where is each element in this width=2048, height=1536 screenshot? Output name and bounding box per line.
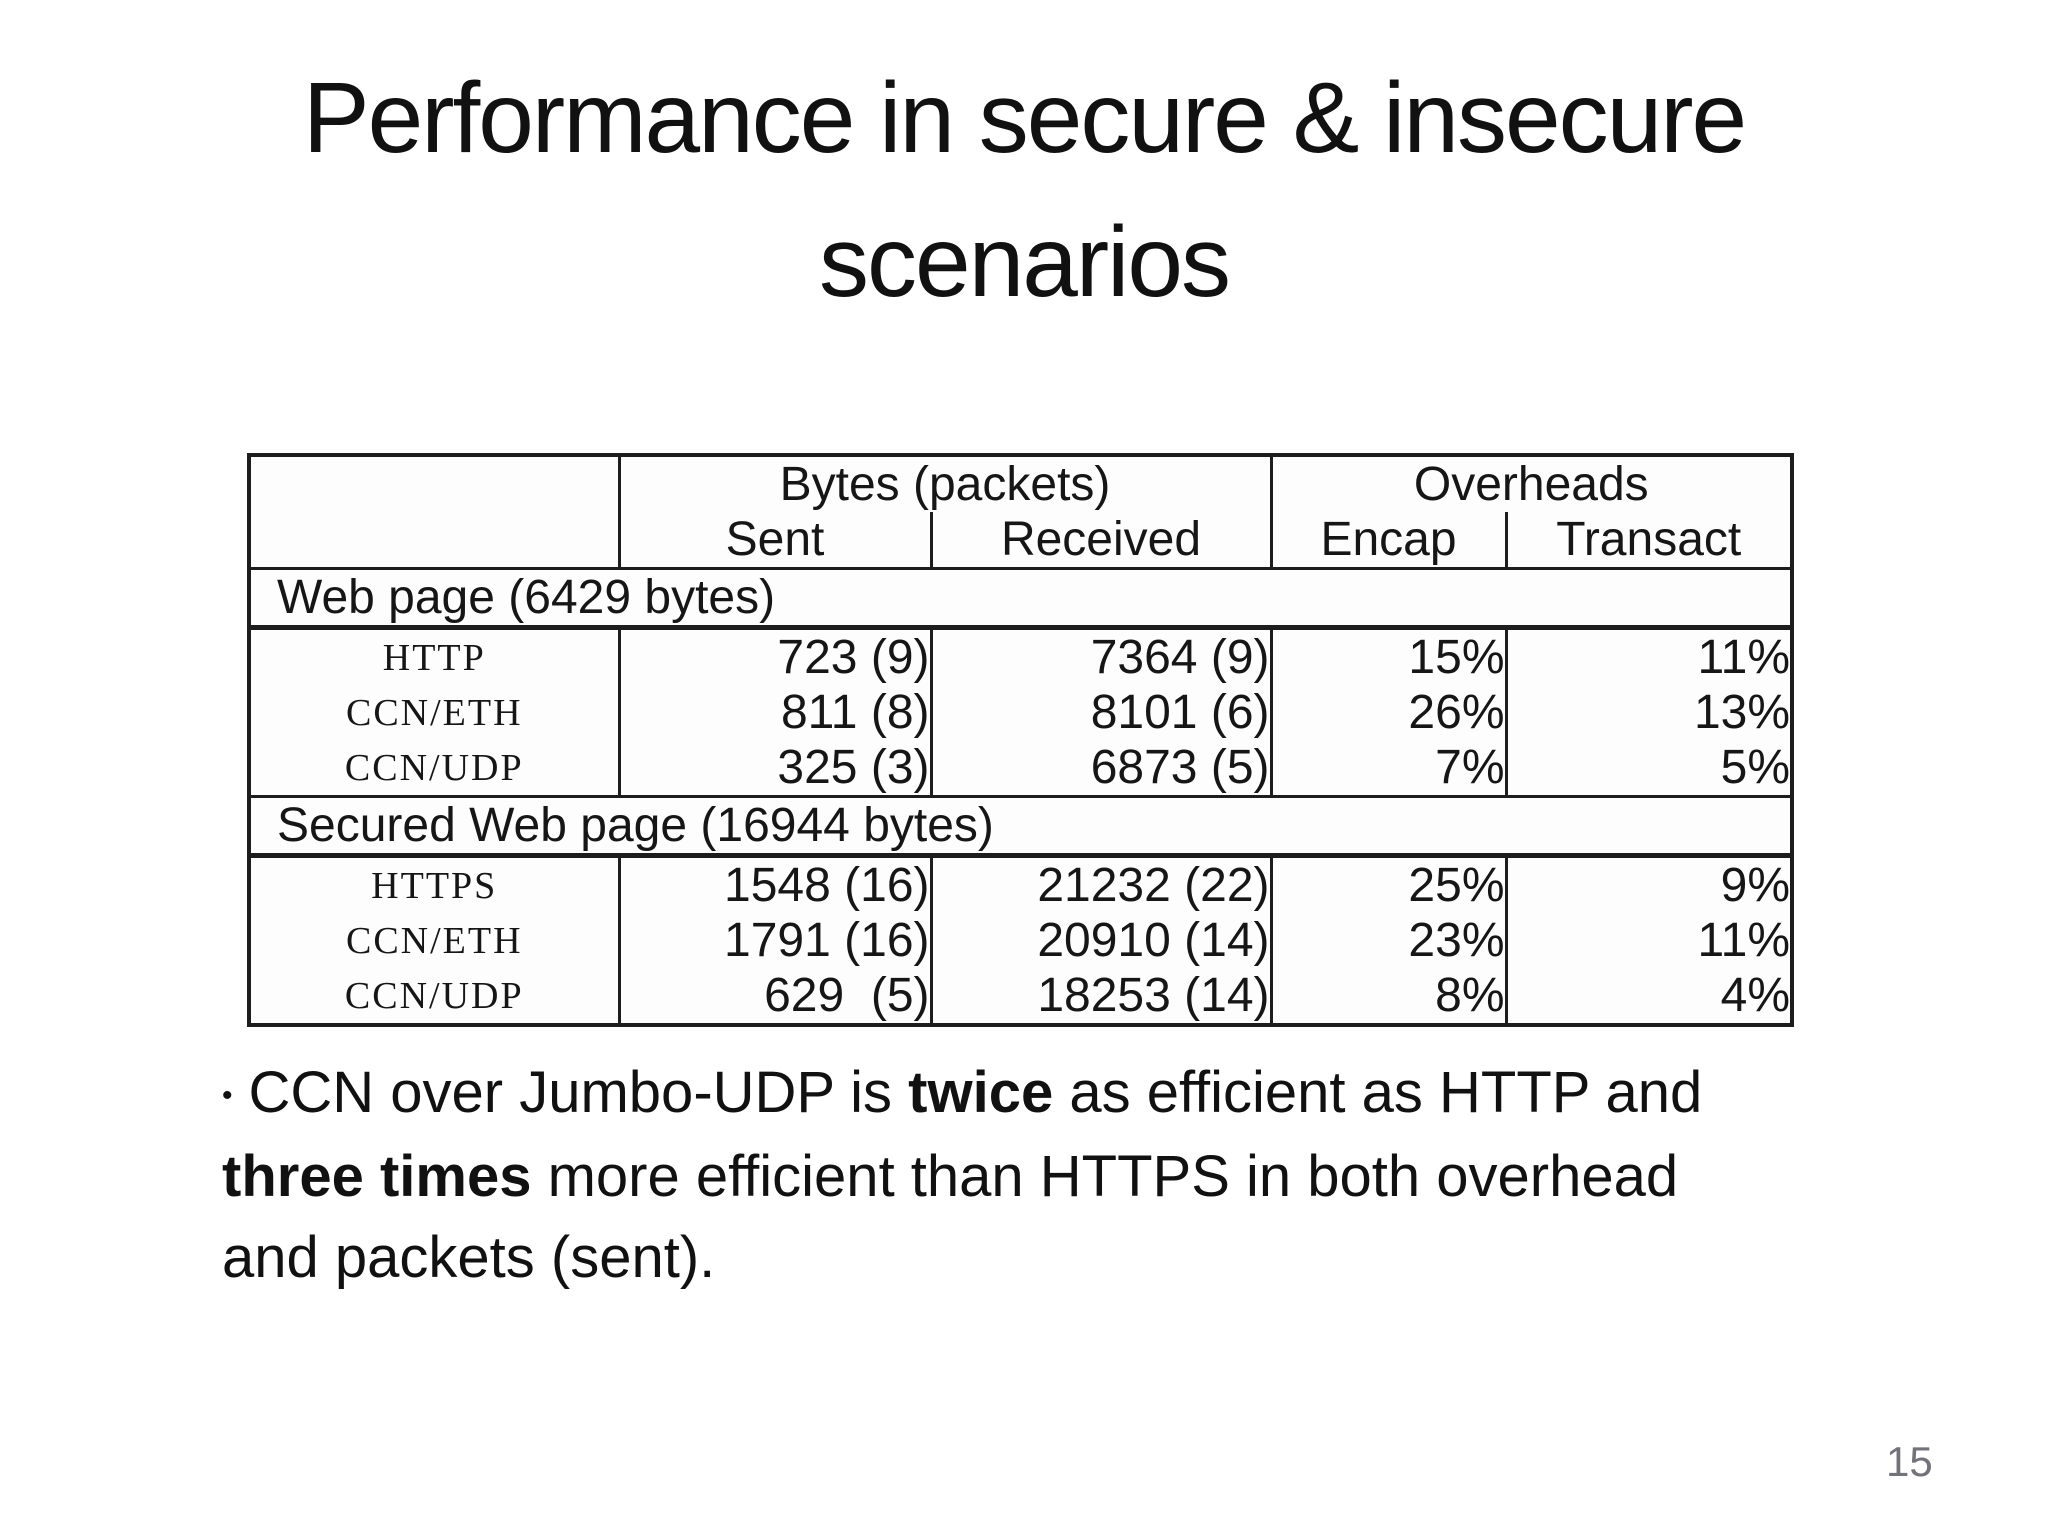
bullet-icon: •	[222, 1079, 233, 1112]
col-header-received: Received	[929, 512, 1271, 570]
cell-encap: 25%	[1269, 855, 1506, 913]
table-row: HTTP 723 (9) 7364 (9) 15% 11%	[249, 627, 1793, 685]
table-sub-header-row: Sent Received Encap Transact	[249, 512, 1793, 570]
col-header-transact: Transact	[1504, 512, 1793, 570]
table-row: CCN/UDP 629 (5) 18253 (14) 8% 4%	[249, 968, 1793, 1025]
cell-transact: 4%	[1504, 968, 1793, 1025]
bullet-line-2: three times more efficient than HTTPS in…	[222, 1136, 1782, 1217]
cell-sent: 1791 (16)	[617, 913, 931, 968]
cell-sent: 325 (3)	[617, 740, 931, 797]
cell-received: 18253 (14)	[929, 968, 1271, 1025]
section-row-web-page: Web page (6429 bytes)	[249, 567, 1793, 630]
slide-title: Performance in secure & insecure scenari…	[0, 46, 2048, 334]
cell-encap: 7%	[1269, 740, 1506, 797]
bullet-paragraph: • CCN over Jumbo-UDP is twice as efficien…	[222, 1052, 1782, 1298]
cell-received: 7364 (9)	[929, 627, 1271, 685]
cell-received: 6873 (5)	[929, 740, 1271, 797]
row-label: CCN/UDP	[249, 740, 621, 797]
row-label: CCN/ETH	[249, 685, 621, 740]
cell-transact: 13%	[1504, 685, 1793, 740]
bullet-text: CCN over Jumbo-UDP is	[248, 1060, 909, 1125]
cell-received: 20910 (14)	[929, 913, 1271, 968]
cell-encap: 23%	[1269, 913, 1506, 968]
table-row: CCN/UDP 325 (3) 6873 (5) 7% 5%	[249, 740, 1793, 797]
bullet-text-bold: three times	[222, 1144, 532, 1209]
title-line-2: scenarios	[819, 206, 1231, 318]
section-label: Secured Web page (16944 bytes)	[249, 795, 1793, 858]
cell-transact: 11%	[1504, 913, 1793, 968]
section-label: Web page (6429 bytes)	[249, 567, 1793, 630]
row-label: CCN/ETH	[249, 913, 621, 968]
bullet-text: and packets (sent).	[222, 1225, 716, 1290]
cell-encap: 15%	[1269, 627, 1506, 685]
cell-sent: 723 (9)	[617, 627, 931, 685]
col-header-encap: Encap	[1269, 512, 1506, 570]
cell-transact: 5%	[1504, 740, 1793, 797]
bullet-text-bold: twice	[908, 1060, 1054, 1125]
cell-encap: 8%	[1269, 968, 1506, 1025]
cell-sent: 1548 (16)	[617, 855, 931, 913]
col-header-sent: Sent	[619, 512, 931, 570]
row-label: HTTP	[249, 627, 621, 685]
row-label: HTTPS	[249, 855, 621, 913]
cell-received: 8101 (6)	[929, 685, 1271, 740]
table-group-header-row: Bytes (packets) Overheads	[249, 455, 1793, 570]
bullet-text: more efficient than HTTPS in both overhe…	[531, 1144, 1679, 1209]
bullet-line-1: • CCN over Jumbo-UDP is twice as efficien…	[222, 1052, 1782, 1136]
cell-sent: 811 (8)	[617, 685, 931, 740]
corner-cell	[249, 455, 621, 570]
cell-received: 21232 (22)	[929, 855, 1271, 913]
group-header-overheads: Overheads	[1269, 455, 1793, 512]
title-line-1: Performance in secure & insecure	[302, 62, 1747, 174]
table-row: HTTPS 1548 (16) 21232 (22) 25% 9%	[249, 855, 1793, 913]
bullet-line-3: and packets (sent).	[222, 1217, 1782, 1298]
cell-sent: 629 (5)	[617, 968, 931, 1025]
section-row-secured-web-page: Secured Web page (16944 bytes)	[249, 795, 1793, 858]
page-number: 15	[1886, 1438, 1933, 1485]
cell-transact: 11%	[1504, 627, 1793, 685]
table-row: CCN/ETH 1791 (16) 20910 (14) 23% 11%	[249, 913, 1793, 968]
cell-encap: 26%	[1269, 685, 1506, 740]
bullet-text: as efficient as HTTP and	[1053, 1060, 1703, 1125]
group-header-bytes-packets: Bytes (packets)	[779, 458, 1111, 511]
performance-table: Bytes (packets) Overheads Sent Received …	[247, 453, 1795, 1027]
table-row: CCN/ETH 811 (8) 8101 (6) 26% 13%	[249, 685, 1793, 740]
row-label: CCN/UDP	[249, 968, 621, 1025]
cell-transact: 9%	[1504, 855, 1793, 913]
